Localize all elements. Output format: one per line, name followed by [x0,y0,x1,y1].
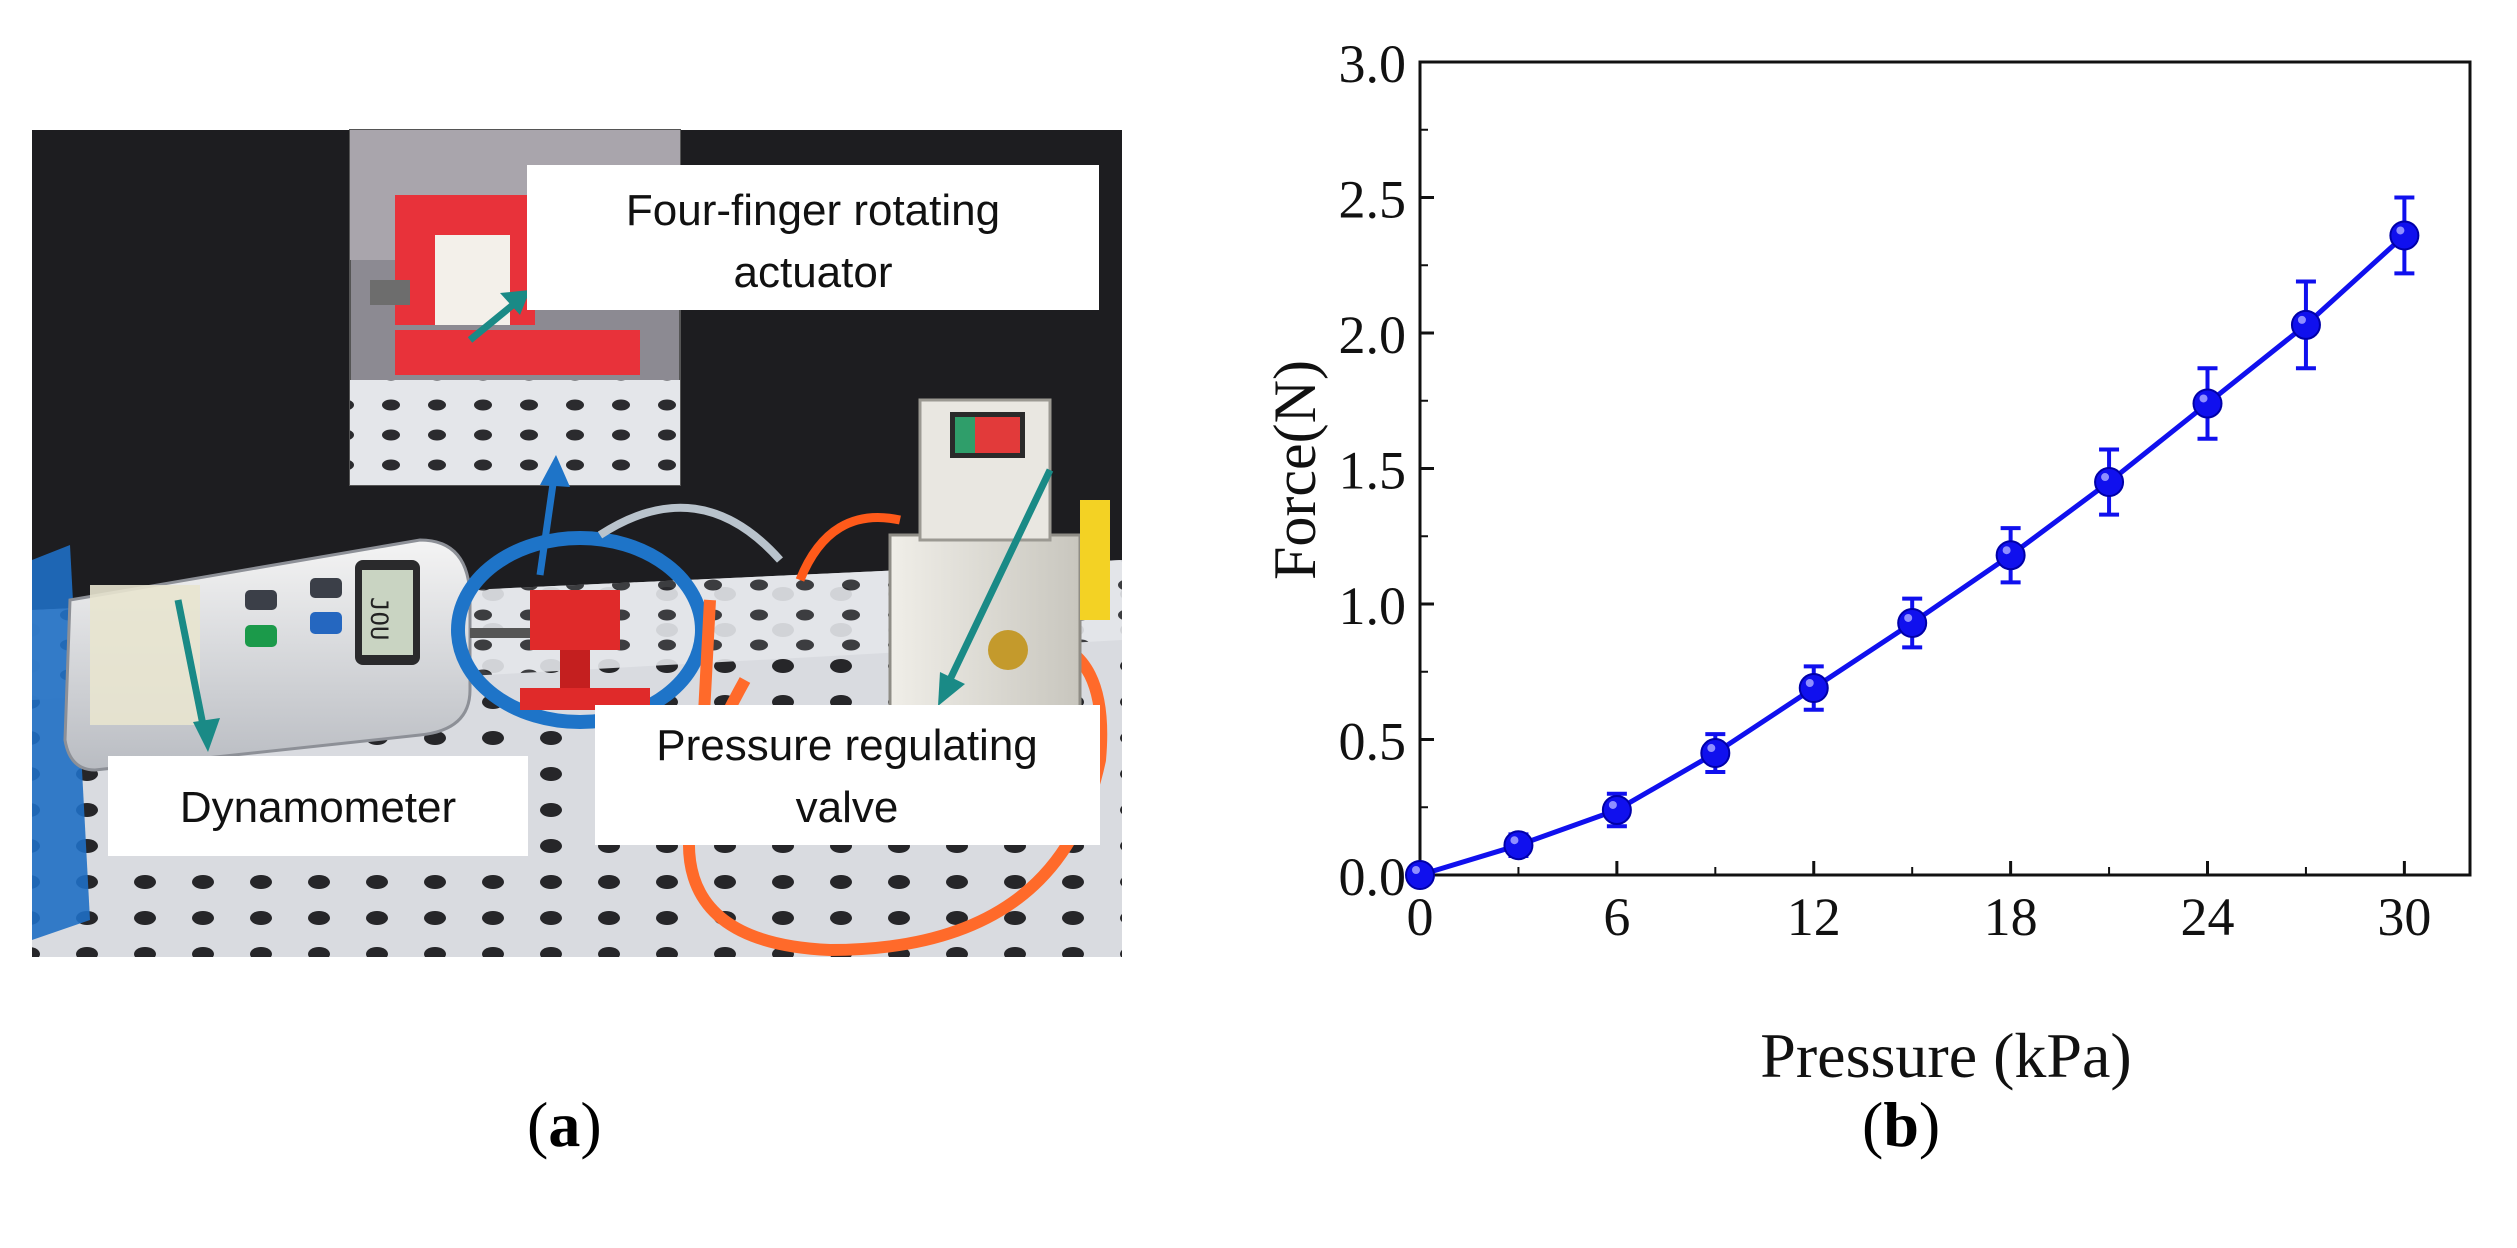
y-tick-label: 1.0 [1339,576,1407,636]
data-point-highlight [2002,546,2011,555]
dynamometer-device: JOU [63,538,472,772]
actuator-label-line1: Four-finger rotating [626,186,1000,235]
y-tick-label: 3.0 [1339,34,1407,94]
data-point-highlight [2396,226,2405,235]
data-point [1601,794,1632,825]
label-dynamometer: Dynamometer [108,756,528,856]
dynamometer-label: Dynamometer [180,783,456,832]
valve-label-line1: Pressure regulating [656,721,1038,770]
y-tick-label: 1.5 [1339,441,1407,501]
label-pressure-valve: Pressure regulating valve [595,705,1100,845]
caption-a: (a) [527,1089,602,1160]
annotation-arrows [174,290,1054,752]
actuator-label-line2: actuator [734,248,893,297]
x-axis-label: Pressure (kPa) [1760,1020,2131,1091]
series-line [1419,233,2407,878]
x-tick-label: 6 [1603,887,1630,947]
data-point-highlight [1510,836,1519,845]
data-point [1700,738,1731,769]
data-point [2290,309,2321,340]
plot-border [1418,60,2472,877]
y-tick-label: 0.0 [1339,847,1407,907]
dynamometer-display-text: JOU [365,597,393,640]
y-tick-label: 2.0 [1339,305,1407,365]
series-layer [1405,195,2420,890]
data-point-highlight [1904,613,1913,622]
blue-ring-tube [451,531,709,729]
x-axis-ticks: 0 6 12 18 24 30 [1407,861,2431,947]
data-point [2192,388,2223,419]
experimental-setup-photo: JOU [32,129,1122,957]
label-four-finger-actuator: Four-finger rotating actuator [527,165,1099,310]
valve-label-line2: valve [796,783,899,832]
data-point [1798,673,1829,704]
x-tick-label: 12 [1787,887,1841,947]
clamp [32,545,90,940]
x-tick-label: 18 [1984,887,2038,947]
data-point-highlight [2101,473,2110,482]
data-point [2094,467,2125,498]
x-tick-label: 24 [2181,887,2235,947]
actuator-block [470,590,650,710]
x-tick-label: 30 [2377,887,2431,947]
data-point-highlight [2297,315,2306,324]
y-axis-label: Force(N) [1262,360,1328,580]
y-axis-ticks: 0.0 0.5 1.0 1.5 2.0 2.5 3.0 [1339,34,1434,907]
plot-frame [1418,60,2472,877]
data-point [2389,220,2420,251]
y-tick-label: 2.5 [1339,170,1407,230]
data-point-highlight [1608,800,1617,809]
x-tick-label: 0 [1407,887,1434,947]
caption-a-letter: a [548,1089,581,1160]
photo-panel: JOU [0,0,1180,1243]
data-point-highlight [1707,744,1716,753]
data-point [1897,607,1928,638]
data-point [1503,830,1534,861]
data-point-highlight [1412,866,1420,874]
data-point-highlight [2199,394,2208,403]
data-point-highlight [1805,679,1814,688]
data-point [1995,540,2026,571]
data-point [1405,860,1435,890]
y-tick-label: 0.5 [1339,712,1407,772]
